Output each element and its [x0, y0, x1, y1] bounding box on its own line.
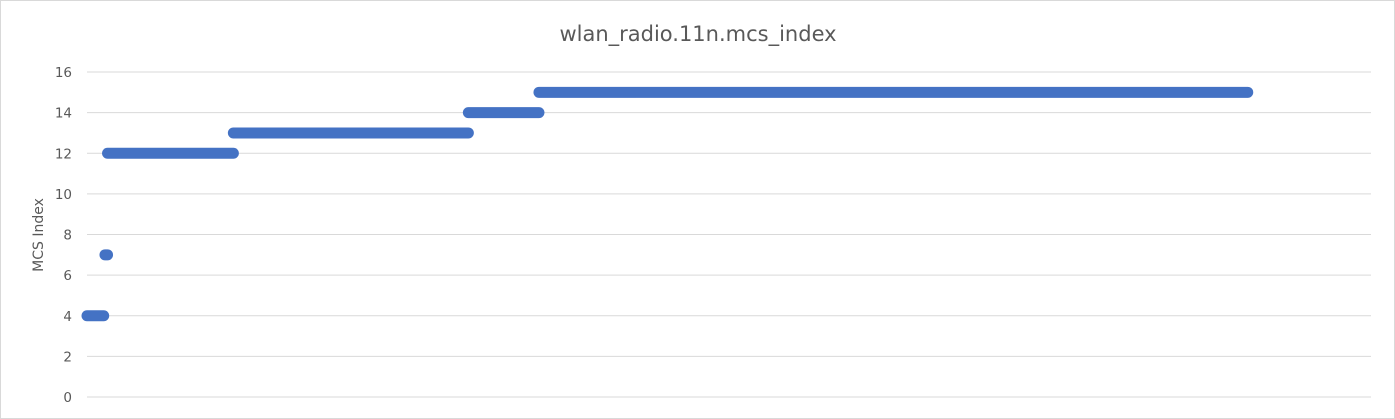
y-tick-label-10: 10 — [55, 187, 72, 203]
data-series — [81, 86, 1254, 322]
y-tick-label-16: 16 — [55, 65, 72, 81]
y-tick-label-4: 4 — [63, 309, 72, 325]
chart-title: wlan_radio.11n.mcs_index — [559, 22, 836, 47]
y-tick-label-14: 14 — [55, 106, 72, 122]
y-tick-label-8: 8 — [63, 228, 72, 244]
y-tick-label-12: 12 — [55, 146, 72, 162]
gridlines — [87, 71, 1371, 398]
y-tick-label-0: 0 — [63, 390, 72, 406]
y-tick-label-2: 2 — [63, 349, 72, 365]
y-tick-labels: 0 2 4 6 8 10 12 14 16 — [55, 65, 72, 406]
y-axis-label: MCS Index — [31, 198, 47, 272]
y-tick-label-6: 6 — [63, 268, 72, 284]
